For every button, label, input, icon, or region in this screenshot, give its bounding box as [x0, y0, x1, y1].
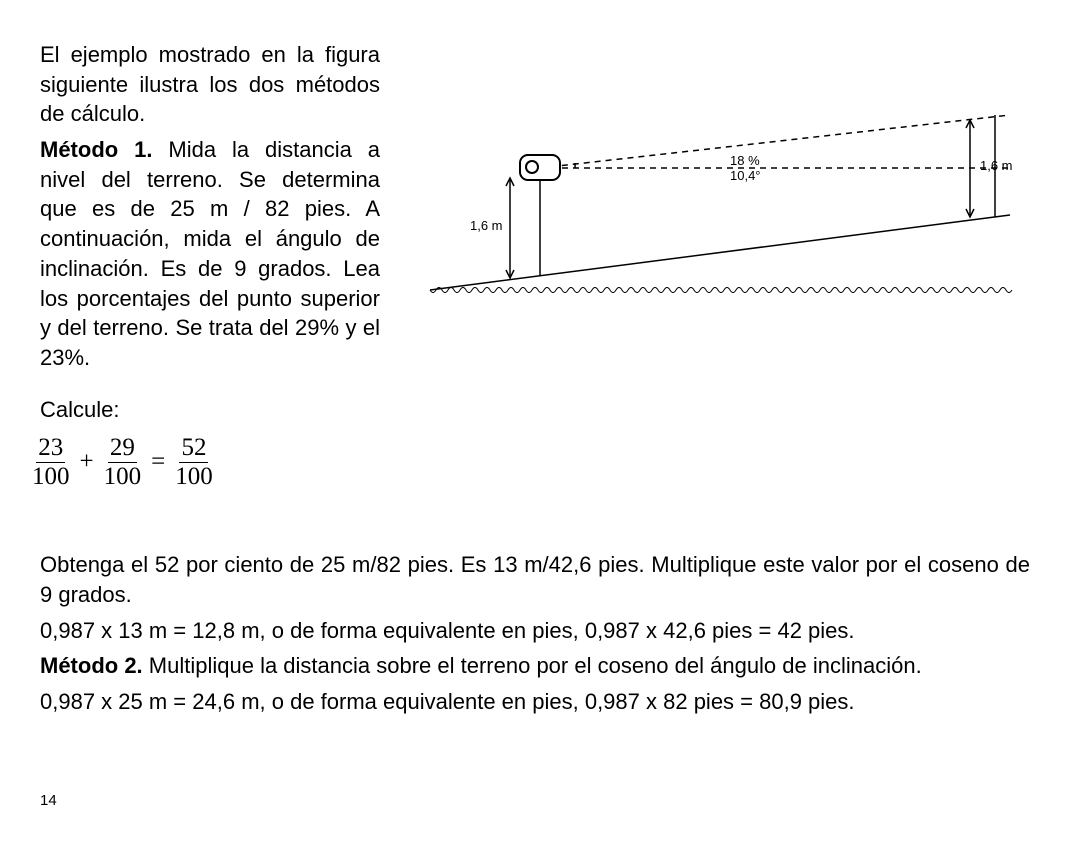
page-number: 14 [40, 792, 57, 809]
para3: 0,987 x 25 m = 24,6 m, o de forma equiva… [40, 687, 1030, 717]
method2-label: Método 2. [40, 653, 143, 678]
percent-label: 18 % [730, 153, 760, 168]
para2: 0,987 x 13 m = 12,8 m, o de forma equiva… [40, 616, 1030, 646]
method1-text: Mida la distancia a nivel del terreno. S… [40, 137, 380, 370]
formula-den3: 100 [173, 463, 215, 491]
formula-eq: = [151, 445, 165, 479]
formula-plus: + [80, 445, 94, 479]
para1: Obtenga el 52 por ciento de 25 m/82 pies… [40, 550, 1030, 609]
method2-text: Multiplique la distancia sobre el terren… [143, 653, 922, 678]
calculate-label: Calcule: [40, 395, 380, 425]
formula-num1: 23 [36, 434, 65, 463]
angle-label: 10,4° [730, 168, 761, 183]
intro-paragraph: El ejemplo mostrado en la figura siguien… [40, 40, 380, 129]
formula-den1: 100 [30, 463, 72, 491]
formula-den2: 100 [102, 463, 144, 491]
formula-num2: 29 [108, 434, 137, 463]
height-left-label: 1,6 m [470, 218, 503, 233]
formula: 23 100 + 29 100 = 52 100 [30, 434, 380, 490]
formula-num3: 52 [179, 434, 208, 463]
method1-label: Método 1. [40, 137, 152, 162]
diagram: 18 % 10,4° 1,6 m 1,6 m [410, 40, 1030, 320]
height-right-label: 1,6 m [980, 158, 1013, 173]
